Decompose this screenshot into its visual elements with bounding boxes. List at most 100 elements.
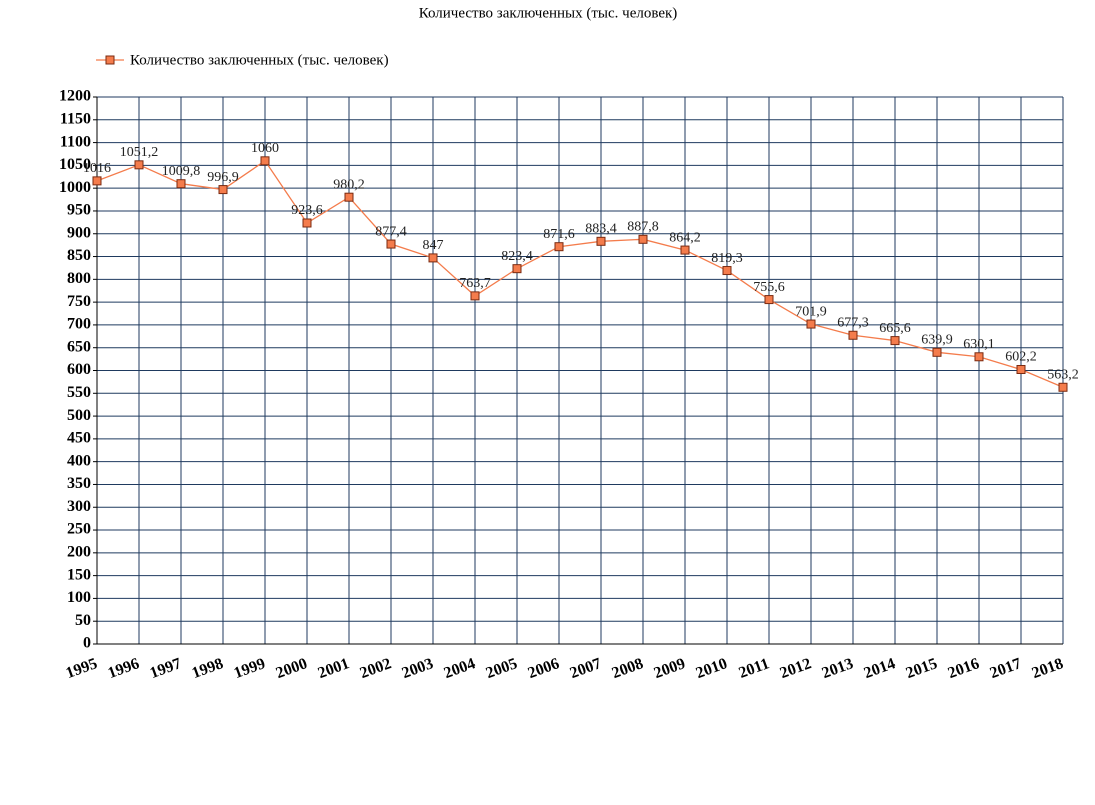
data-point	[848, 330, 858, 340]
data-label: 755,6	[753, 280, 785, 295]
data-label: 823,4	[501, 249, 533, 264]
data-point	[302, 218, 312, 228]
y-tick-label: 800	[67, 270, 91, 287]
data-label: 1051,2	[120, 145, 159, 160]
y-tick-label: 500	[67, 407, 91, 424]
x-tick-label: 2001	[316, 655, 352, 682]
x-tick-label: 2008	[610, 655, 646, 682]
data-label: 1060	[251, 141, 279, 156]
data-point	[1058, 382, 1068, 392]
y-tick-label: 350	[67, 475, 91, 492]
x-tick-label: 2005	[484, 655, 520, 682]
y-tick-label: 1150	[60, 110, 91, 127]
x-tick-label: 2010	[694, 655, 730, 682]
data-point	[932, 347, 942, 357]
x-tick-label: 2017	[988, 655, 1024, 682]
y-tick-label: 650	[67, 338, 91, 355]
data-label: 701,9	[795, 304, 827, 319]
y-tick-label: 450	[67, 430, 91, 447]
series-line	[96, 159, 1064, 388]
data-point	[92, 176, 102, 186]
y-tick-label: 300	[67, 498, 91, 515]
data-point	[218, 185, 228, 195]
x-tick-label: 2004	[442, 655, 478, 682]
data-point	[722, 266, 732, 276]
y-tick-label: 1050	[59, 156, 91, 173]
x-tick-label: 2003	[400, 655, 436, 682]
x-tick-label: 1995	[64, 655, 100, 682]
y-tick-label: 850	[67, 247, 91, 264]
data-point	[386, 239, 396, 249]
y-tick-label: 550	[67, 384, 91, 401]
y-tick-label: 400	[67, 452, 91, 469]
x-tick-label: 2013	[820, 655, 856, 682]
x-tick-label: 1998	[190, 655, 226, 682]
data-label: 1016	[83, 161, 111, 176]
x-tick-label: 2014	[862, 655, 898, 682]
y-tick-label: 600	[67, 361, 91, 378]
data-label: 864,2	[669, 230, 701, 245]
data-label: 871,6	[543, 227, 575, 242]
y-tick-label: 0	[83, 635, 91, 652]
data-point	[470, 291, 480, 301]
data-label: 847	[423, 238, 444, 253]
data-point	[764, 295, 774, 305]
y-tick-label: 200	[67, 544, 91, 561]
data-point	[512, 264, 522, 274]
data-label: 883,4	[585, 222, 617, 237]
x-tick-label: 1996	[106, 655, 142, 682]
x-tick-label: 2011	[737, 655, 772, 682]
x-tick-label: 2009	[652, 655, 688, 682]
legend-marker	[105, 55, 115, 65]
x-tick-label: 2002	[358, 655, 394, 682]
data-point	[1016, 364, 1026, 374]
data-point	[344, 192, 354, 202]
data-point	[428, 253, 438, 263]
data-label: 1009,8	[162, 164, 201, 179]
x-tick-label: 2018	[1030, 655, 1066, 682]
data-label: 923,6	[291, 203, 323, 218]
data-label: 665,6	[879, 321, 911, 336]
x-tick-label: 2007	[568, 655, 604, 682]
data-label: 980,2	[333, 177, 365, 192]
y-tick-label: 950	[67, 202, 91, 219]
y-tick-label: 900	[67, 224, 91, 241]
chart-title: Количество заключенных (тыс. человек)	[419, 5, 678, 21]
data-label: 887,8	[627, 220, 659, 235]
y-tick-label: 50	[75, 612, 91, 629]
data-point	[638, 234, 648, 244]
x-tick-label: 2012	[778, 655, 814, 682]
y-tick-label: 1100	[60, 133, 91, 150]
y-tick-label: 150	[67, 566, 91, 583]
data-label: 996,9	[207, 170, 239, 185]
data-point	[134, 160, 144, 170]
x-tick-label: 2000	[274, 655, 310, 682]
data-label: 630,1	[963, 337, 995, 352]
data-point	[176, 179, 186, 189]
x-tick-label: 1997	[148, 655, 184, 682]
data-point	[806, 319, 816, 329]
y-tick-label: 250	[67, 521, 91, 538]
data-point	[260, 156, 270, 166]
y-tick-label: 700	[67, 316, 91, 333]
data-label: 677,3	[837, 315, 869, 330]
x-tick-label: 2015	[904, 655, 940, 682]
data-point	[974, 352, 984, 362]
data-label: 819,3	[711, 251, 743, 266]
y-tick-label: 1000	[59, 179, 91, 196]
data-label: 763,7	[459, 276, 491, 291]
data-label: 563,2	[1047, 367, 1079, 382]
data-label: 602,2	[1005, 350, 1037, 365]
data-point	[554, 242, 564, 252]
legend-label: Количество заключенных (тыс. человек)	[130, 52, 389, 68]
x-tick-label: 2016	[946, 655, 982, 682]
y-tick-label: 1200	[59, 88, 91, 105]
data-point	[680, 245, 690, 255]
data-label: 639,9	[921, 333, 953, 348]
data-label: 877,4	[375, 224, 407, 239]
data-point	[890, 336, 900, 346]
x-tick-label: 2006	[526, 655, 562, 682]
y-tick-label: 100	[67, 589, 91, 606]
x-tick-label: 1999	[232, 655, 268, 682]
